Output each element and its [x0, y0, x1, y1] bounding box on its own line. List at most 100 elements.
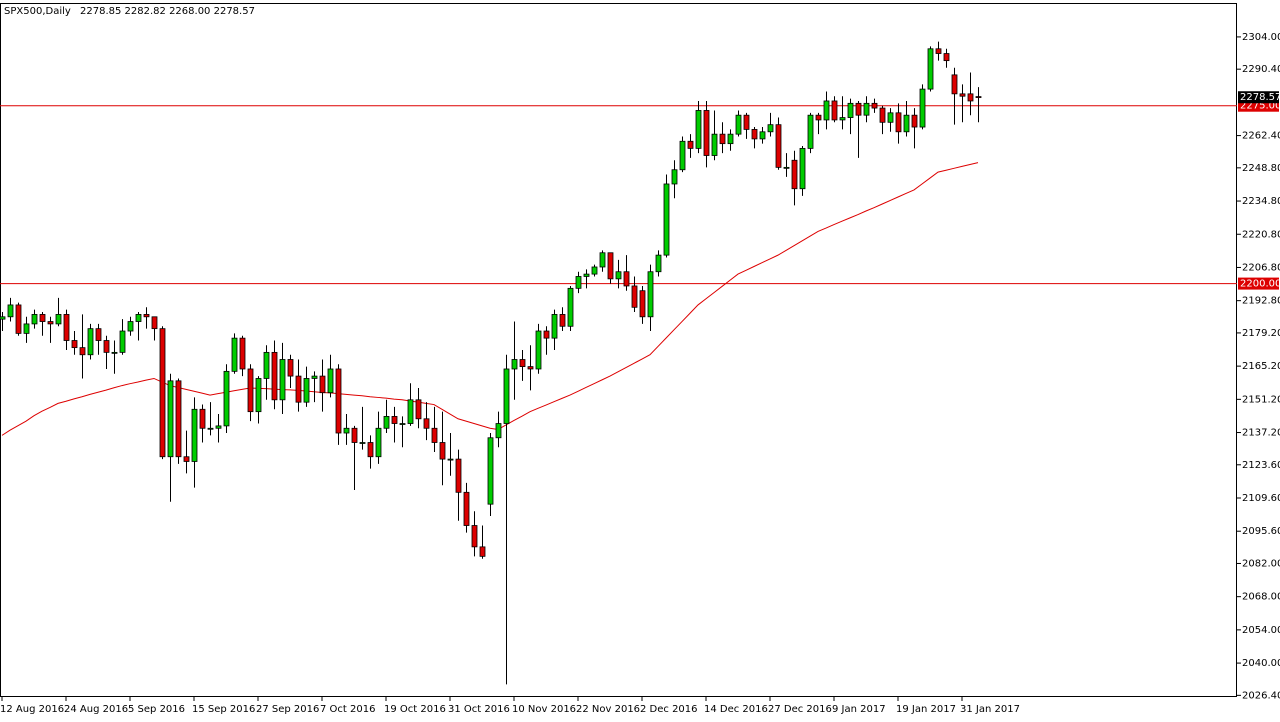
- candle-body: [519, 359, 526, 368]
- candle-body: [791, 159, 798, 190]
- candle-body: [639, 290, 646, 318]
- candle-body: [335, 368, 342, 434]
- candle-body: [431, 427, 438, 443]
- candle-body: [463, 491, 470, 526]
- candle-body: [199, 408, 206, 429]
- y-tick-label: 2179.20: [1242, 328, 1280, 339]
- candle-body: [271, 351, 278, 401]
- candle-body: [479, 546, 486, 557]
- candle-body: [615, 271, 622, 280]
- candle-body: [655, 254, 662, 273]
- candle-body: [303, 378, 310, 403]
- candle-body: [103, 340, 110, 353]
- x-tick-label: 31 Oct 2016: [448, 704, 510, 715]
- y-tick-label: 2137.20: [1242, 428, 1280, 439]
- candle-body: [343, 427, 350, 434]
- candle-body: [919, 88, 926, 128]
- last-price-label: 2278.57: [1240, 92, 1280, 103]
- candle-body: [55, 314, 62, 325]
- candle-body: [671, 169, 678, 185]
- candle-body: [175, 380, 182, 458]
- candle-body: [79, 347, 86, 356]
- candle-body: [239, 337, 246, 370]
- candle-body: [935, 48, 942, 54]
- candle-body: [559, 314, 566, 327]
- x-tick-label: 9 Jan 2017: [832, 704, 886, 715]
- y-tick-label: 2290.40: [1242, 64, 1280, 75]
- candle-body: [215, 425, 222, 429]
- candle-body: [823, 100, 830, 121]
- candle-body: [903, 114, 910, 133]
- candle-body: [687, 140, 694, 149]
- x-tick-label: 27 Dec 2016: [768, 704, 832, 715]
- x-tick-label: 24 Aug 2016: [64, 704, 128, 715]
- candle-body: [631, 285, 638, 308]
- candle-body: [95, 328, 102, 341]
- candle-body: [583, 273, 590, 277]
- candle-body: [39, 314, 46, 322]
- candle-body: [183, 456, 190, 462]
- candle-body: [663, 183, 670, 256]
- candle-body: [255, 378, 262, 413]
- candle-body: [247, 368, 254, 413]
- candle-body: [31, 314, 38, 325]
- candle-body: [759, 131, 766, 140]
- x-tick-label: 15 Sep 2016: [192, 704, 255, 715]
- candle-body: [927, 48, 934, 90]
- candle-body: [711, 133, 718, 156]
- candle-body: [63, 314, 70, 341]
- candle-body: [47, 321, 54, 325]
- candle-body: [447, 458, 454, 461]
- candle-body: [911, 114, 918, 128]
- candle-body: [887, 112, 894, 123]
- candle-body: [415, 399, 422, 420]
- candle-body: [439, 442, 446, 460]
- candle-body: [159, 328, 166, 458]
- candle-body: [119, 330, 126, 353]
- candle-body: [599, 252, 606, 268]
- y-tick-label: 2095.60: [1242, 526, 1280, 537]
- candle-body: [207, 427, 214, 430]
- candle-body: [471, 525, 478, 548]
- candle-body: [231, 337, 238, 372]
- candle-body: [399, 423, 406, 425]
- candle-body: [503, 368, 510, 424]
- candle-body: [319, 375, 326, 394]
- candle-body: [263, 351, 270, 379]
- y-tick-label: 2220.80: [1242, 229, 1280, 240]
- candle-body: [607, 252, 614, 280]
- candle-body: [847, 102, 854, 118]
- ohlc-text: 2278.85 2282.82 2268.00 2278.57: [80, 6, 255, 17]
- x-tick-label: 27 Sep 2016: [256, 704, 319, 715]
- y-tick-label: 2234.80: [1242, 196, 1280, 207]
- candle-body: [871, 102, 878, 109]
- candle-body: [543, 330, 550, 339]
- y-tick-label: 2151.20: [1242, 394, 1280, 405]
- candle-body: [735, 114, 742, 135]
- last-price-box: [1238, 91, 1279, 104]
- candle-body: [767, 124, 774, 133]
- candle-body: [391, 416, 398, 424]
- candle-body: [575, 276, 582, 289]
- candle-body: [191, 408, 198, 462]
- y-tick-label: 2192.80: [1242, 296, 1280, 307]
- plot-frame: [0, 3, 1237, 697]
- candle-body: [351, 427, 358, 443]
- candle-body: [751, 129, 758, 140]
- candle-body: [623, 271, 630, 287]
- y-tick-label: 2054.00: [1242, 625, 1280, 636]
- candle-body: [743, 114, 750, 130]
- candle-body: [679, 140, 686, 171]
- candle-body: [703, 110, 710, 156]
- candle-body: [839, 117, 846, 121]
- candle-body: [815, 114, 822, 121]
- candle-body: [567, 287, 574, 327]
- candle-body: [367, 442, 374, 458]
- candle-body: [327, 368, 334, 394]
- candle-body: [783, 166, 790, 169]
- candle-body: [223, 370, 230, 427]
- candle-body: [647, 271, 654, 318]
- y-tick-label: 2082.00: [1242, 558, 1280, 569]
- candle-body: [311, 375, 318, 379]
- candle-body: [975, 96, 982, 98]
